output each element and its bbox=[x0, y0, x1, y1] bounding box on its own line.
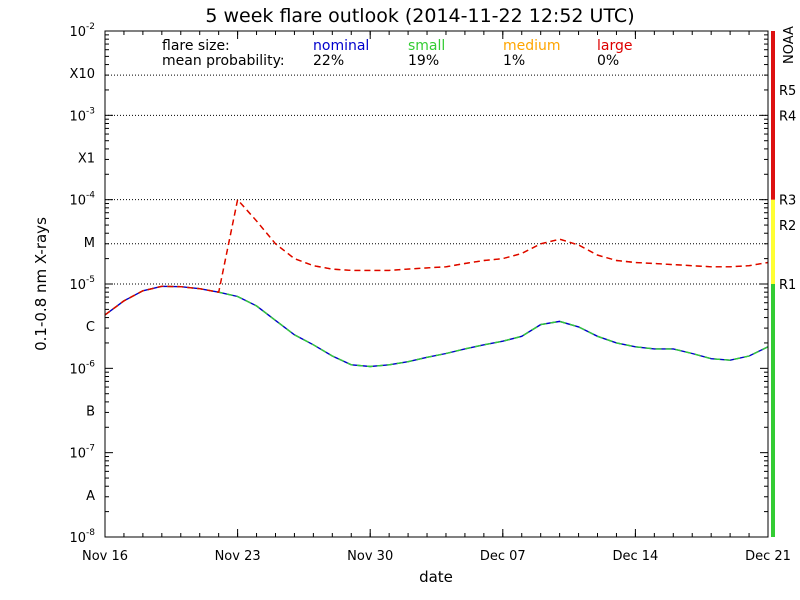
noaa-scale-band bbox=[771, 199, 775, 284]
legend-entry-name: nominal bbox=[313, 38, 369, 54]
y-axis-label: 0.1-0.8 nm X-rays bbox=[32, 217, 50, 351]
series-line-nominal bbox=[104, 285, 769, 368]
flare-class-label: B bbox=[86, 405, 95, 420]
legend-entry-probability: 0% bbox=[597, 53, 619, 69]
legend-entry-probability: 19% bbox=[408, 53, 439, 69]
flare-class-label: M bbox=[84, 236, 95, 251]
x-tick-label: Dec 21 bbox=[745, 549, 791, 564]
x-tick-label: Nov 30 bbox=[347, 549, 393, 564]
noaa-level-label: R2 bbox=[779, 219, 796, 234]
noaa-scale-title: NOAA bbox=[782, 26, 797, 64]
y-tick-label: 10-3 bbox=[69, 106, 95, 124]
legend-entry-probability: 22% bbox=[313, 53, 344, 69]
y-tick-label: 10-4 bbox=[69, 191, 95, 209]
axes: 10-8 10-7 10-6 10-5 10-4 10-3 10-2 A B C M X1 X10 Nov… bbox=[69, 22, 790, 564]
x-axis-label: date bbox=[419, 568, 453, 586]
legend-entry-name: small bbox=[408, 38, 445, 54]
series-line-large bbox=[104, 198, 769, 316]
flare-class-label: C bbox=[86, 320, 95, 335]
x-tick-label: Dec 14 bbox=[612, 549, 658, 564]
y-tick-label: 10-5 bbox=[69, 275, 95, 293]
series-line-medium bbox=[104, 198, 769, 316]
flare-class-label: X1 bbox=[78, 152, 95, 167]
x-tick-label: Dec 07 bbox=[480, 549, 526, 564]
flare-class-label: X10 bbox=[70, 67, 95, 82]
chart-title: 5 week flare outlook (2014-11-22 12:52 U… bbox=[205, 5, 634, 27]
gridlines bbox=[105, 74, 768, 285]
legend-entry-name: medium bbox=[503, 38, 561, 54]
legend-entry-name: large bbox=[597, 38, 632, 54]
flare-class-label: A bbox=[86, 489, 95, 504]
y-tick-label: 10-6 bbox=[69, 359, 95, 377]
x-tick-label: Nov 23 bbox=[215, 549, 261, 564]
noaa-level-label: R5 bbox=[779, 84, 796, 99]
legend-entry-probability: 1% bbox=[503, 53, 525, 69]
noaa-scale: NOAA R1 R2 R3 R4 R5 bbox=[771, 26, 797, 537]
noaa-scale-band bbox=[771, 31, 775, 200]
y-tick-label: 10-2 bbox=[69, 22, 95, 40]
legend-row-label: mean probability: bbox=[162, 53, 285, 69]
y-tick-label: 10-8 bbox=[69, 528, 95, 546]
series-line-small bbox=[104, 285, 769, 368]
legend-row-label: flare size: bbox=[162, 38, 230, 54]
noaa-level-label: R4 bbox=[779, 109, 796, 124]
noaa-level-label: R1 bbox=[779, 278, 796, 293]
noaa-scale-band bbox=[771, 284, 775, 537]
y-tick-label: 10-7 bbox=[69, 444, 95, 462]
noaa-level-label: R3 bbox=[779, 194, 796, 209]
series-lines bbox=[104, 198, 769, 368]
x-tick-label: Nov 16 bbox=[82, 549, 128, 564]
